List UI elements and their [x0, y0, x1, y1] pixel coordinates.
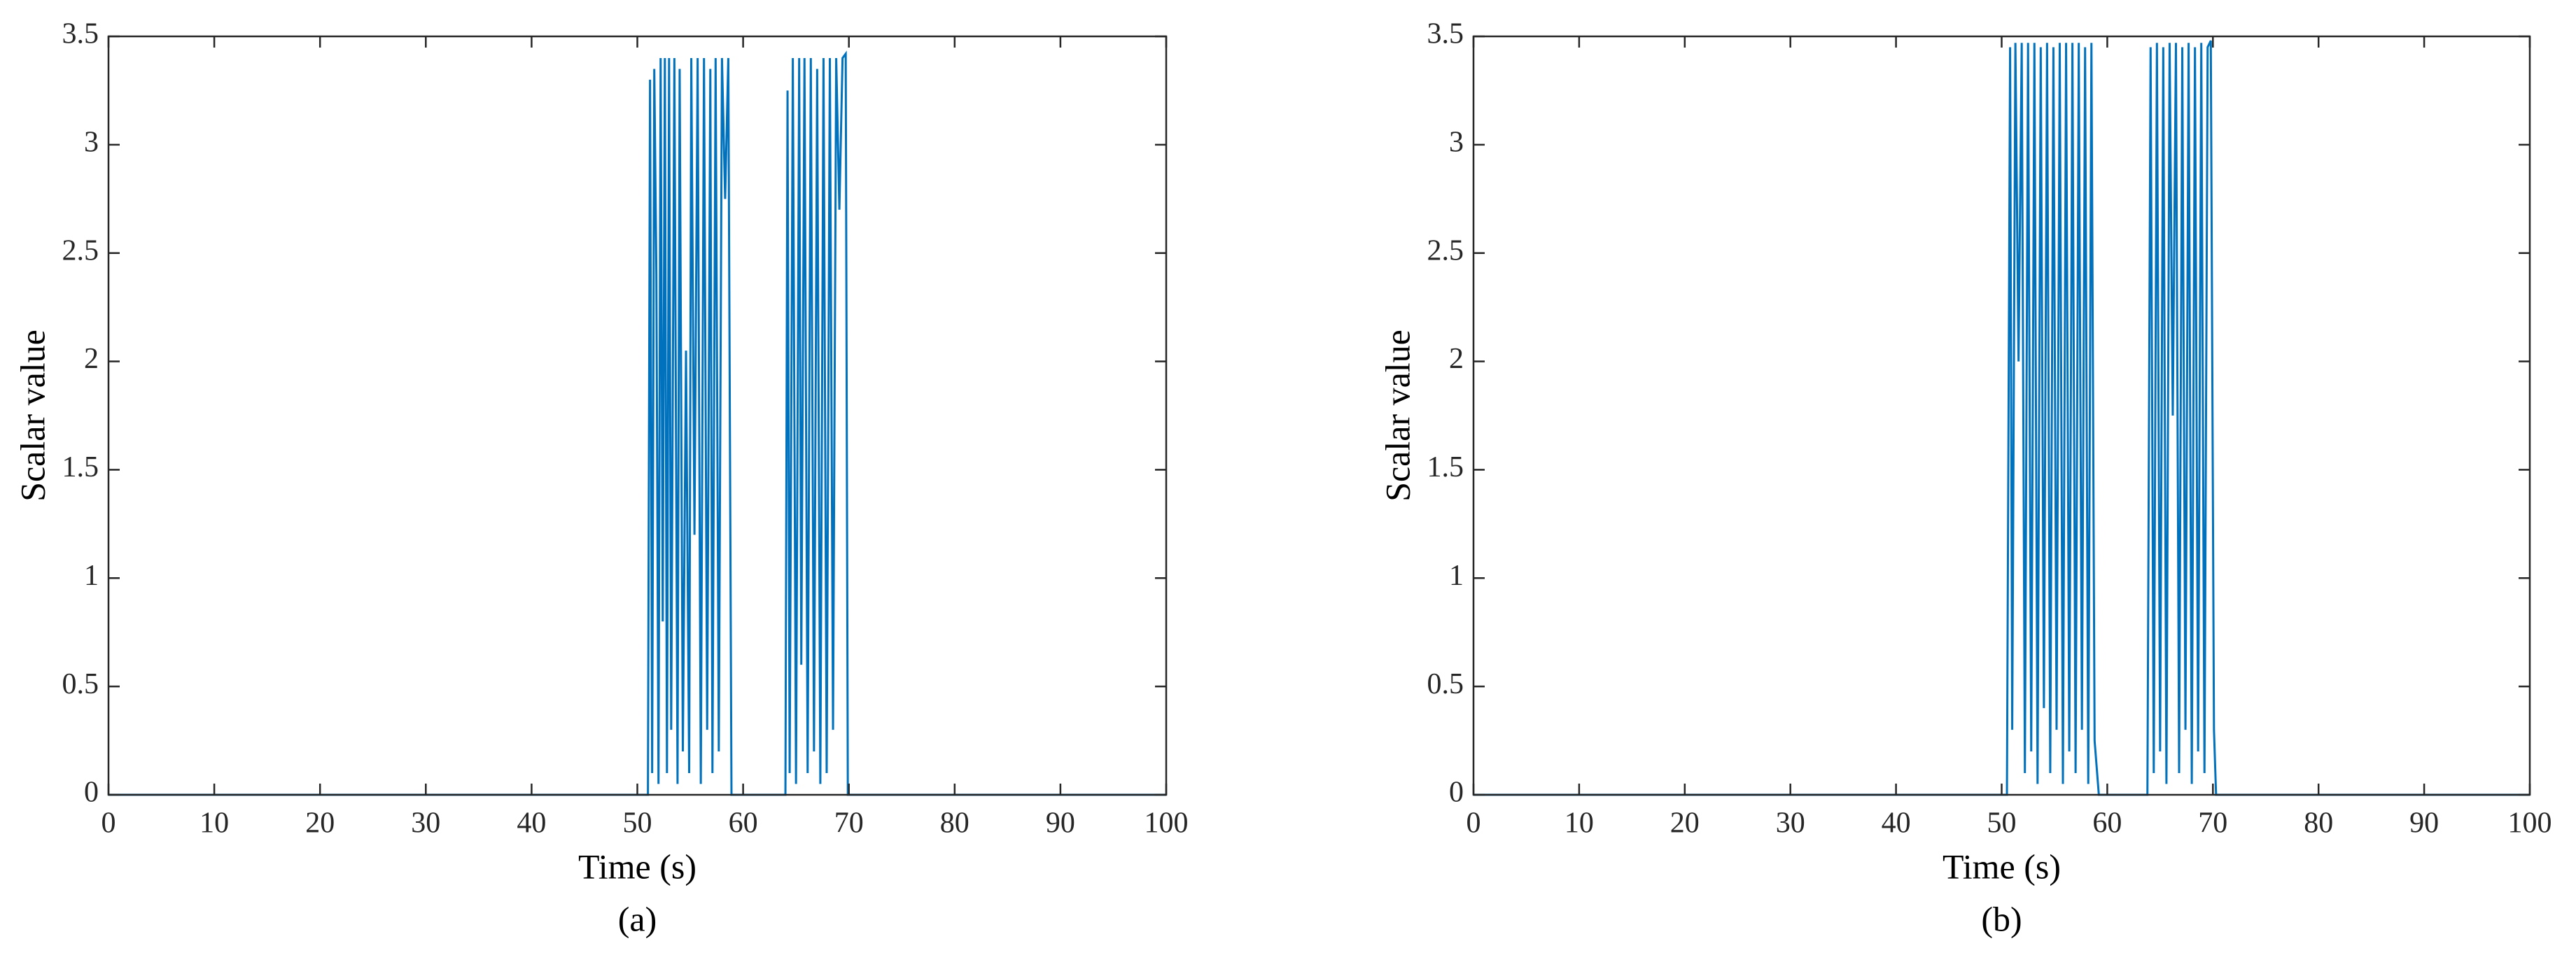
y-tick-label: 3.5: [1427, 18, 1464, 50]
y-tick-label: 2.5: [1427, 234, 1464, 267]
y-tick-label: 0: [84, 777, 99, 809]
x-tick-label: 50: [1987, 807, 2017, 840]
y-tick-label: 2: [1449, 343, 1464, 375]
y-tick-label: 0.5: [62, 668, 99, 700]
y-tick-label: 1: [84, 560, 99, 592]
y-tick-label: 1.5: [62, 451, 99, 483]
x-tick-label: 90: [1046, 807, 1075, 840]
plot-area: [108, 36, 1166, 795]
x-tick-label: 100: [2508, 807, 2552, 840]
x-tick-label: 60: [729, 807, 758, 840]
x-tick-label: 70: [2198, 807, 2227, 840]
x-tick-label: 50: [623, 807, 652, 840]
x-tick-label: 80: [940, 807, 969, 840]
x-tick-label: 100: [1144, 807, 1189, 840]
x-tick-label: 0: [102, 807, 116, 840]
x-tick-label: 20: [305, 807, 335, 840]
y-tick-label: 1: [1449, 560, 1464, 592]
y-tick-label: 0.5: [1427, 668, 1464, 700]
x-tick-label: 0: [1466, 807, 1481, 840]
y-axis-label: Scalar value: [1378, 330, 1417, 502]
x-tick-label: 40: [1882, 807, 1911, 840]
y-tick-label: 1.5: [1427, 451, 1464, 483]
plot-area: [1474, 36, 2530, 795]
data-line: [108, 50, 1166, 796]
x-tick-label: 30: [411, 807, 440, 840]
x-axis-label: Time (s): [1942, 847, 2061, 886]
data-line: [1474, 40, 2530, 796]
y-tick-label: 3.5: [62, 18, 99, 50]
y-axis-label: Scalar value: [13, 330, 52, 502]
y-tick-label: 2: [84, 343, 99, 375]
x-tick-label: 20: [1670, 807, 1700, 840]
x-tick-label: 90: [2409, 807, 2439, 840]
y-tick-label: 0: [1449, 777, 1464, 809]
x-axis-label: Time (s): [578, 847, 696, 886]
y-tick-label: 3: [84, 126, 99, 158]
caption: (b): [1981, 899, 2022, 938]
x-tick-label: 60: [2092, 807, 2122, 840]
x-tick-label: 40: [517, 807, 546, 840]
caption: (a): [618, 899, 657, 938]
x-tick-label: 70: [834, 807, 864, 840]
x-tick-label: 80: [2304, 807, 2333, 840]
x-tick-label: 10: [200, 807, 229, 840]
y-tick-label: 2.5: [62, 234, 99, 267]
x-tick-label: 10: [1564, 807, 1594, 840]
x-tick-label: 30: [1776, 807, 1805, 840]
y-tick-label: 3: [1449, 126, 1464, 158]
